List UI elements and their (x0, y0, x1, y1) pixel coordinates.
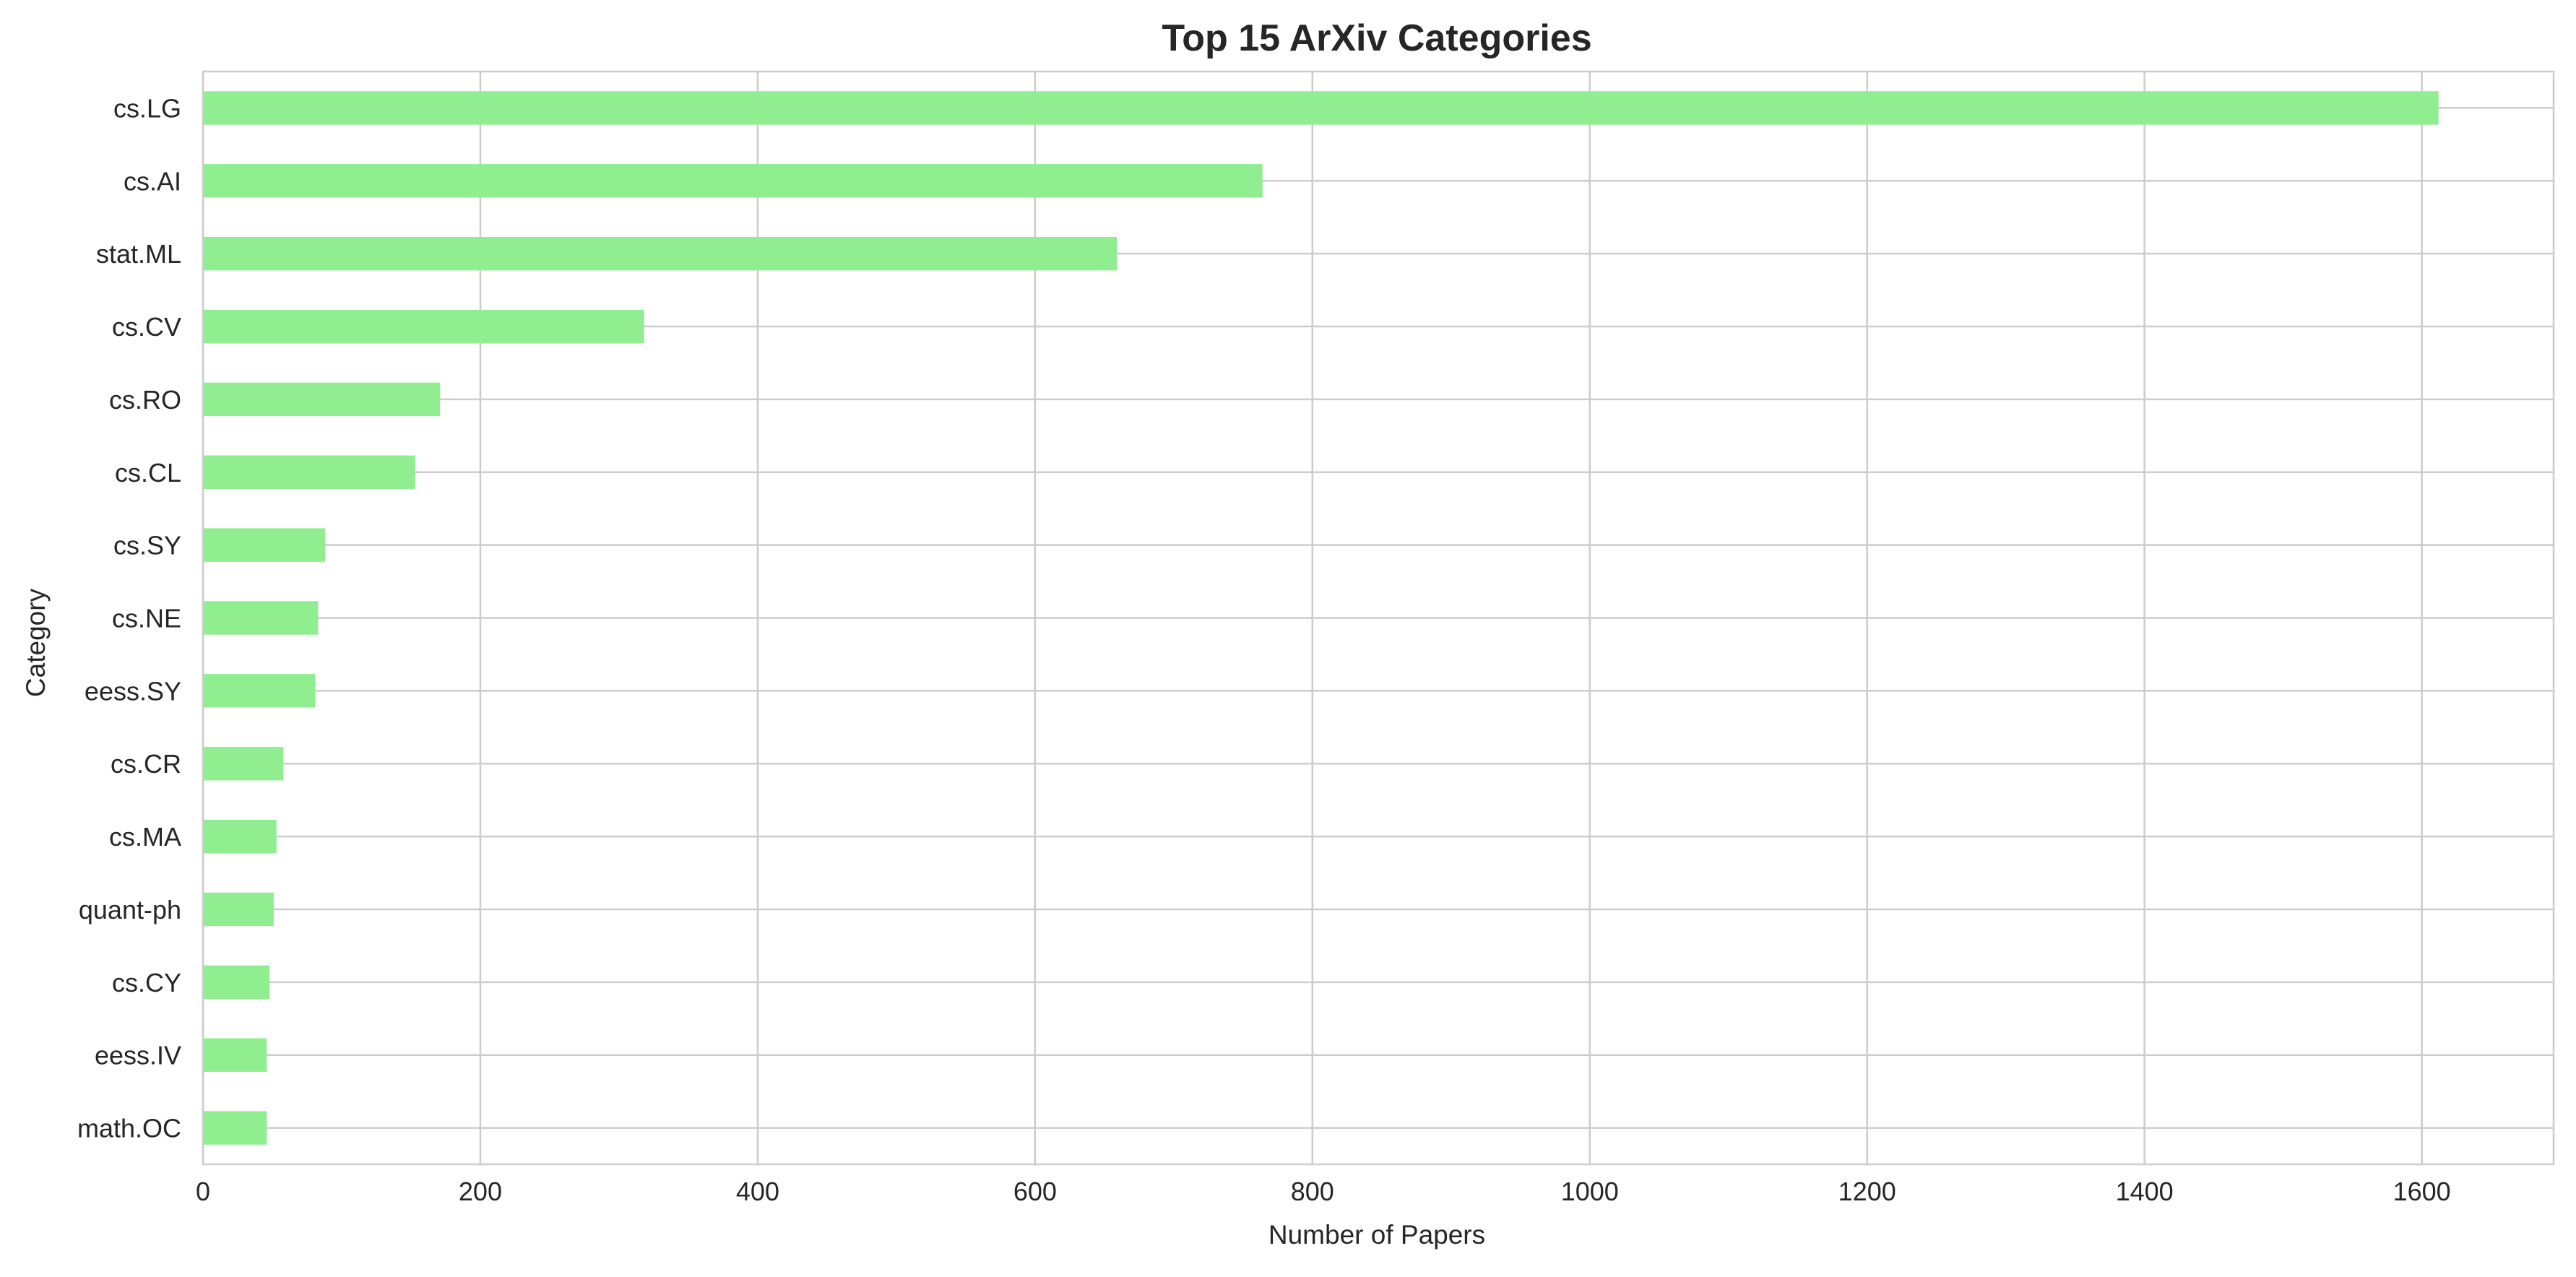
bar (203, 382, 441, 417)
y-tick-label: cs.CV (112, 312, 181, 342)
x-tick-label: 1200 (1838, 1177, 1896, 1206)
plot-frame (202, 70, 2555, 1166)
bar (203, 309, 644, 344)
x-tick-label: 400 (736, 1177, 779, 1206)
y-tick-label: cs.RO (109, 385, 181, 415)
y-tick-label: cs.CY (112, 968, 181, 997)
y-tick-label: cs.SY (113, 531, 181, 560)
y-tick-label: cs.MA (109, 822, 181, 852)
bars (203, 91, 2439, 1145)
bar (203, 528, 325, 562)
y-tick-labels: cs.LG cs.AI stat.ML cs.CV cs.RO cs.CL cs.SY cs.… (77, 93, 181, 1143)
y-tick-label: cs.LG (113, 93, 181, 123)
y-tick-label: math.OC (77, 1114, 181, 1143)
y-tick-label: cs.CL (115, 458, 181, 488)
bar (203, 455, 415, 489)
chart-title: Top 15 ArXiv Categories (1162, 17, 1591, 59)
bar (203, 674, 316, 708)
x-tick-label: 1400 (2116, 1177, 2174, 1206)
grid-lines (202, 72, 2554, 1164)
bar (203, 965, 270, 1000)
x-tick-label: 1600 (2393, 1177, 2451, 1206)
bar (203, 892, 274, 927)
x-tick-label: 1000 (1561, 1177, 1619, 1206)
y-tick-label: stat.ML (96, 239, 181, 269)
bar (203, 1038, 267, 1072)
bar (203, 91, 2439, 125)
x-axis-label: Number of Papers (1268, 1220, 1485, 1250)
x-tick-label: 0 (196, 1177, 210, 1206)
bar (203, 819, 277, 854)
y-tick-label: quant-ph (79, 895, 181, 925)
y-tick-label: cs.CR (111, 749, 181, 779)
y-tick-label: eess.SY (85, 676, 181, 706)
x-tick-labels: 0 200 400 600 800 1000 1200 1400 1600 (196, 1177, 2451, 1206)
x-tick-label: 800 (1291, 1177, 1334, 1206)
x-tick-label: 600 (1013, 1177, 1057, 1206)
x-tick-label: 200 (459, 1177, 502, 1206)
y-tick-label: cs.NE (112, 604, 181, 633)
y-tick-label: cs.AI (124, 166, 181, 196)
bar (203, 601, 319, 635)
bar (203, 164, 1263, 198)
y-tick-label: eess.IV (95, 1041, 181, 1070)
bar (203, 236, 1118, 271)
bar (203, 747, 284, 781)
bar (203, 1111, 267, 1145)
y-axis-label: Category (21, 588, 51, 697)
